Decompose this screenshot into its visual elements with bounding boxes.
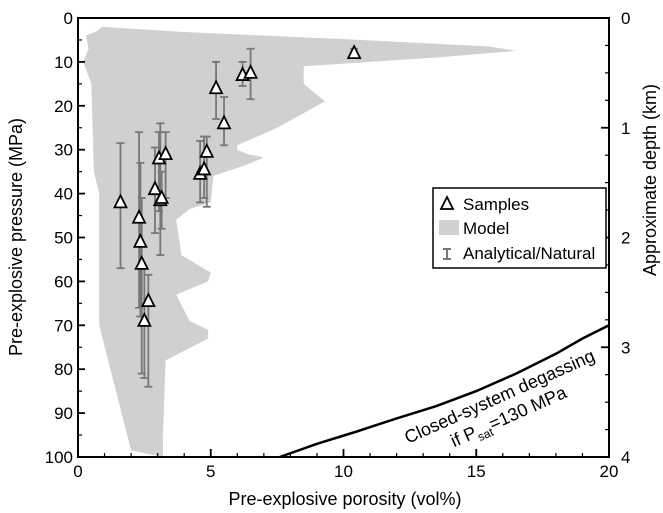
y2-axis-title: Approximate depth (km) (640, 84, 660, 276)
legend-errorbar-icon (443, 248, 451, 260)
y2-tick-label: 0 (621, 9, 630, 28)
x-tick-label: 20 (600, 462, 619, 481)
y-tick-label: 10 (54, 53, 73, 72)
y2-tick-label: 4 (621, 448, 630, 467)
y-tick-label: 90 (54, 404, 73, 423)
x-tick-label: 0 (73, 462, 82, 481)
sample-point (132, 232, 148, 248)
sample-errorbar (156, 122, 165, 256)
legend: Samples Model Analytical/Natural (432, 187, 607, 269)
samples-group (113, 44, 362, 388)
x-tick-label: 10 (334, 462, 353, 481)
degassing-curve (279, 324, 610, 459)
x-tick-label: 15 (467, 462, 486, 481)
y-tick-label: 60 (54, 272, 73, 291)
y-tick-label: 40 (54, 185, 73, 204)
legend-label-analytical: Analytical/Natural (463, 244, 595, 263)
legend-label-model: Model (463, 219, 509, 238)
sample-point (154, 188, 170, 204)
sample-point (199, 142, 215, 158)
model-area (83, 26, 517, 458)
y-tick-label: 20 (54, 97, 73, 116)
legend-triangle-icon (439, 194, 455, 210)
y-tick-label: 80 (54, 360, 73, 379)
degassing-curve-group (279, 324, 610, 459)
sample-point (131, 208, 147, 224)
y2-tick-label: 2 (621, 229, 630, 248)
y-tick-label: 70 (54, 316, 73, 335)
sample-point (134, 254, 150, 270)
sample-point (140, 292, 156, 308)
sample-point (136, 311, 152, 327)
degassing-label-line1: Closed-system degassing (401, 345, 597, 447)
model-envelope (83, 26, 517, 458)
sample-point (147, 180, 163, 196)
y2-tick-label: 1 (621, 119, 630, 138)
y-tick-label: 30 (54, 141, 73, 160)
sample-point (113, 193, 128, 209)
legend-label-samples: Samples (463, 195, 529, 214)
sample-point (243, 63, 259, 79)
y2-tick-label: 3 (621, 338, 630, 357)
y-axis-title: Pre-explosive pressure (MPa) (6, 118, 26, 356)
sample-point (216, 114, 232, 130)
x-axis-title: Pre-explosive porosity (vol%) (228, 489, 461, 509)
y-tick-label: 0 (64, 9, 73, 28)
y-tick-label: 50 (54, 229, 73, 248)
x-tick-label: 5 (206, 462, 215, 481)
y-tick-label: 100 (45, 448, 73, 467)
sample-point (196, 160, 212, 176)
sample-point (158, 145, 174, 160)
legend-model-swatch (439, 220, 459, 235)
sample-point (208, 79, 224, 95)
sample-point (346, 44, 362, 60)
degassing-label-sub: sat (475, 425, 496, 445)
legend-box (432, 187, 607, 269)
